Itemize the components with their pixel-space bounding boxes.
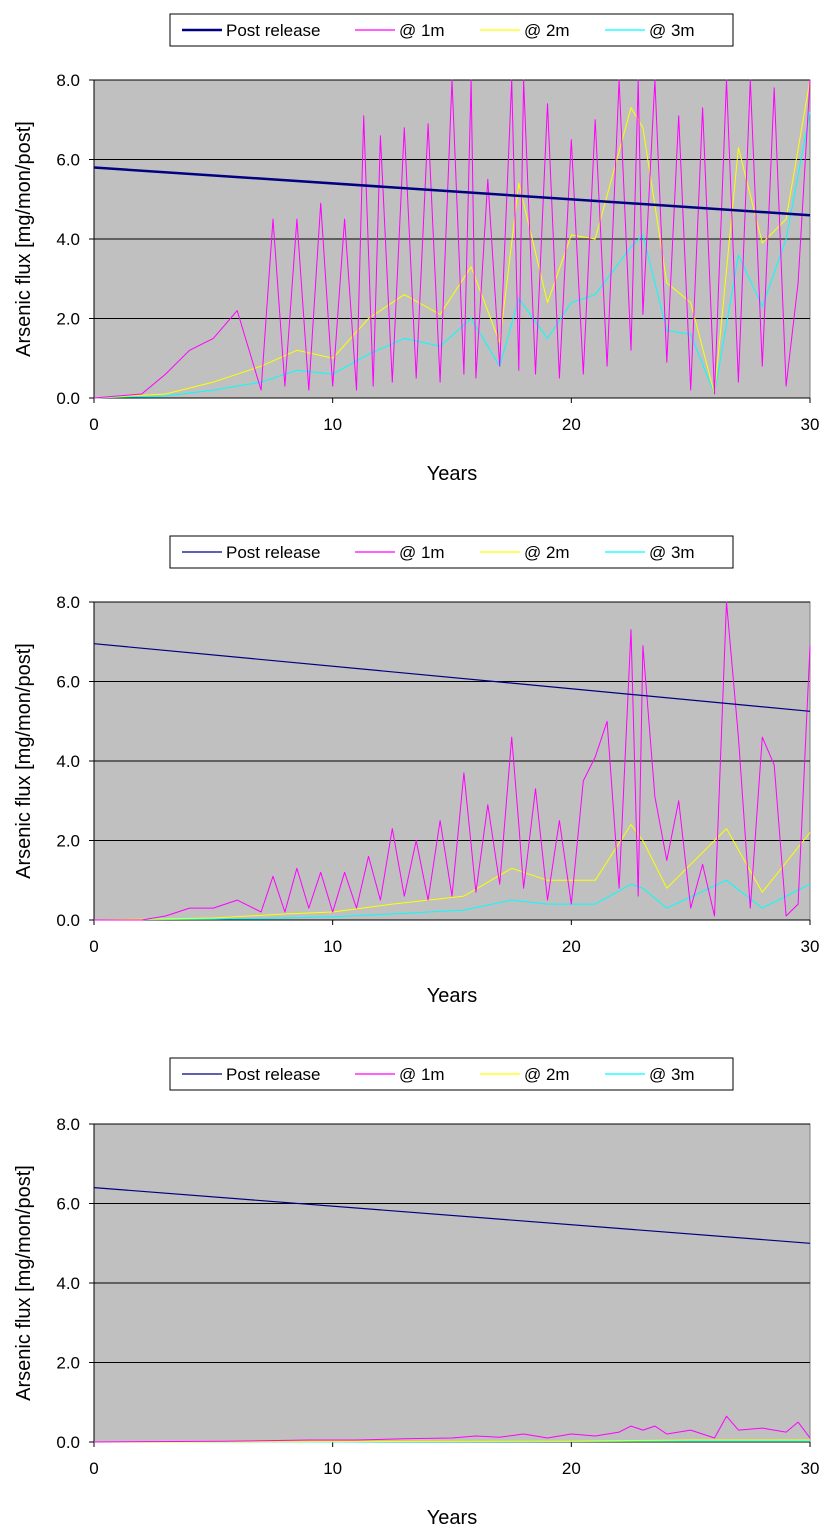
y-tick-label: 0.0: [56, 911, 80, 930]
chart-panel-1: 0.0 2.0 4.0 6.0 8.0 0 10 20 30 Years Arsenic flux …: [13, 13, 820, 485]
y-tick-label: 6.0: [56, 151, 80, 170]
y-axis-title: Arsenic flux [mg/mon/post]: [13, 643, 35, 879]
legend-label: Post release: [226, 1065, 321, 1084]
y-tick-label: 2.0: [56, 1354, 80, 1373]
chart-panel-2: 0.0 2.0 4.0 6.0 8.0 0 10 20 30 Years Arsenic flux …: [13, 535, 820, 1007]
y-tick-label: 0.0: [56, 389, 80, 408]
chart-panel-3: 0.0 2.0 4.0 6.0 8.0 0 10 20 30 Years Arsenic flux …: [13, 1057, 820, 1529]
x-tick-label: 20: [562, 937, 581, 956]
legend-label: @ 1m: [399, 21, 445, 40]
x-tick-label: 0: [89, 415, 98, 434]
x-axis-title: Years: [427, 463, 477, 485]
y-tick-label: 8.0: [56, 593, 80, 612]
y-tick-label: 2.0: [56, 832, 80, 851]
x-tick-label: 10: [323, 415, 342, 434]
y-tick-label: 4.0: [56, 752, 80, 771]
series-line-at-2m: [93, 1439, 810, 1443]
x-tick-label: 20: [562, 1459, 581, 1478]
legend-label: Post release: [226, 21, 321, 40]
y-tick-label: 2.0: [56, 310, 80, 329]
series-line-at-1m: [93, 79, 811, 399]
y-tick-label: 4.0: [56, 1274, 80, 1293]
y-tick-label: 4.0: [56, 230, 80, 249]
legend-label: @ 1m: [399, 543, 445, 562]
legend: Post release @ 1m @ 2m @ 3m: [169, 13, 734, 47]
series-line-at-2m: [93, 824, 811, 921]
y-tick-label: 6.0: [56, 673, 80, 692]
legend-label: @ 3m: [649, 543, 695, 562]
x-tick-label: 30: [801, 415, 820, 434]
legend-label: @ 2m: [524, 1065, 570, 1084]
series-line-at-1m: [93, 1415, 811, 1443]
legend: Post release @ 1m @ 2m @ 3m: [169, 535, 734, 569]
x-tick-label: 10: [323, 937, 342, 956]
x-tick-label: 30: [801, 1459, 820, 1478]
x-tick-label: 0: [89, 1459, 98, 1478]
legend-label: @ 2m: [524, 21, 570, 40]
x-axis-title: Years: [427, 985, 477, 1007]
x-tick-label: 30: [801, 937, 820, 956]
y-tick-label: 6.0: [56, 1195, 80, 1214]
y-tick-label: 0.0: [56, 1433, 80, 1452]
legend-label: @ 2m: [524, 543, 570, 562]
legend: Post release @ 1m @ 2m @ 3m: [169, 1057, 734, 1091]
y-tick-label: 8.0: [56, 71, 80, 90]
y-axis-title: Arsenic flux [mg/mon/post]: [13, 1165, 35, 1401]
series-line-post-release: [93, 643, 811, 712]
legend-label: @ 3m: [649, 21, 695, 40]
legend-label: @ 3m: [649, 1065, 695, 1084]
series-line-post-release: [93, 1187, 811, 1244]
series-line-at-1m: [94, 601, 811, 921]
x-tick-label: 20: [562, 415, 581, 434]
x-tick-label: 10: [323, 1459, 342, 1478]
legend-label: @ 1m: [399, 1065, 445, 1084]
legend-label: Post release: [226, 543, 321, 562]
x-tick-label: 0: [89, 937, 98, 956]
series-line-at-3m: [93, 879, 811, 921]
series-line-at-2m: [93, 79, 811, 399]
y-axis-title: Arsenic flux [mg/mon/post]: [13, 121, 35, 357]
y-tick-label: 8.0: [56, 1115, 80, 1134]
x-axis-title: Years: [427, 1507, 477, 1529]
series-line-post-release: [93, 166, 811, 217]
